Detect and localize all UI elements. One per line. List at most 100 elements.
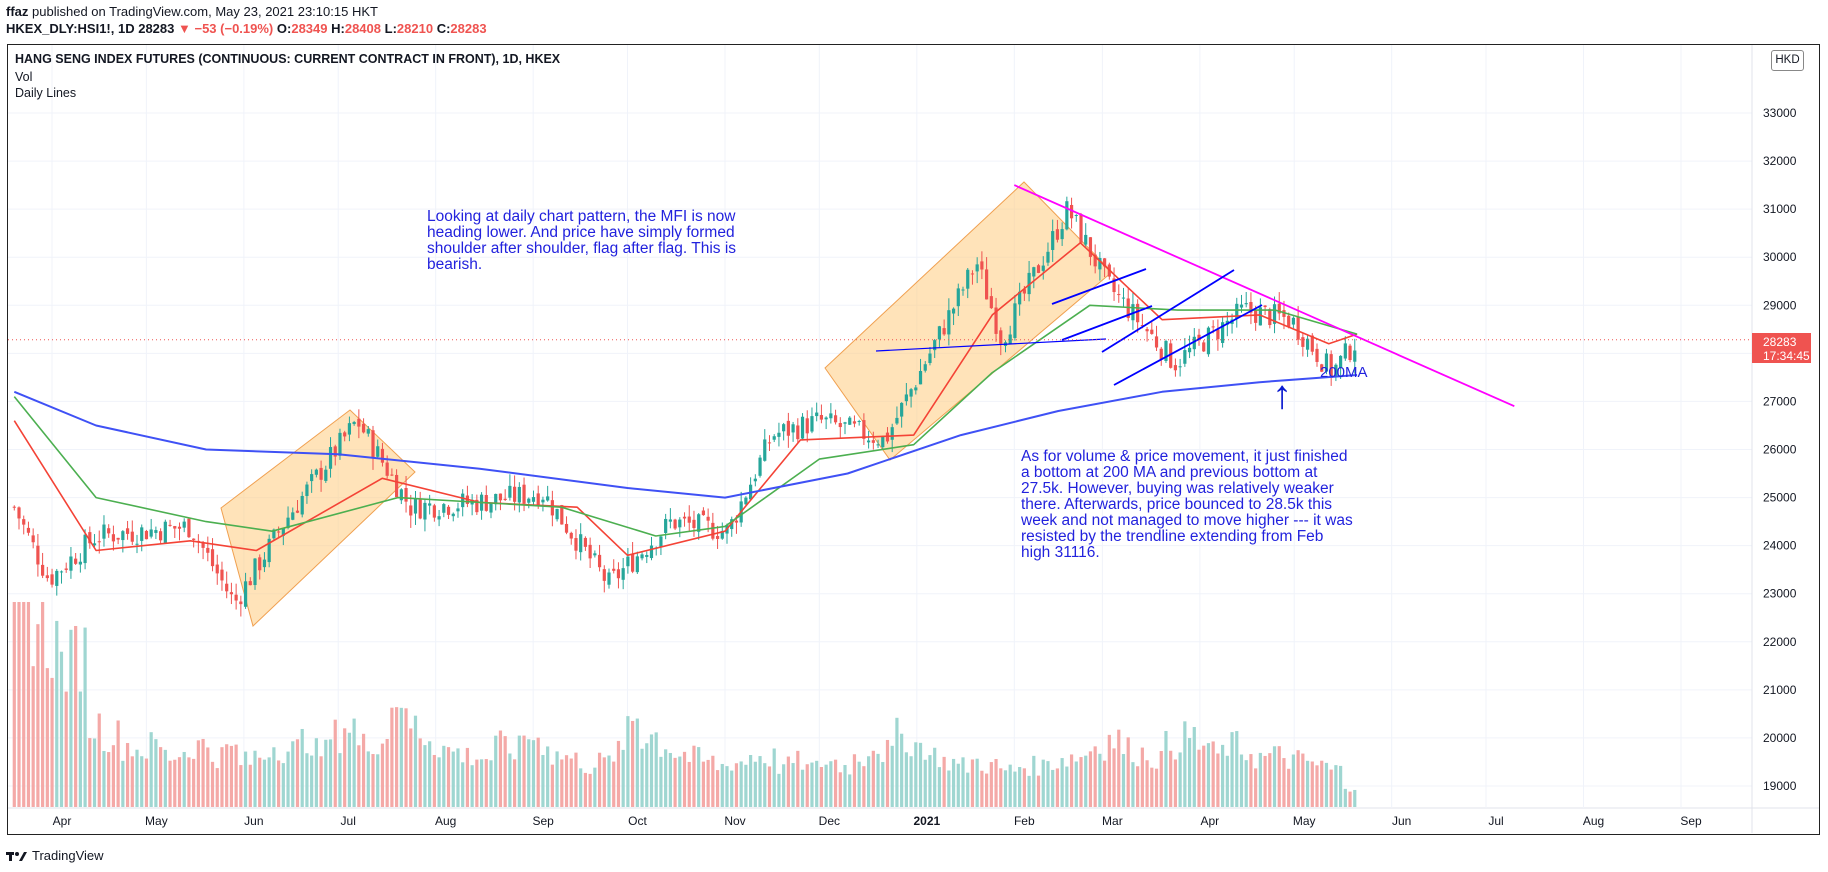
candle-body <box>1187 347 1192 353</box>
candle-body <box>848 417 852 425</box>
c-value: 28283 <box>450 21 487 36</box>
candle-body <box>69 556 73 571</box>
volume-bar <box>753 761 757 807</box>
volume-bar <box>187 757 191 807</box>
volume-bar <box>1291 754 1296 807</box>
candle-body <box>1022 289 1026 294</box>
candle-body <box>673 519 677 529</box>
candle-body <box>564 523 569 533</box>
volume-bar <box>635 718 639 807</box>
candle-body <box>1329 354 1333 378</box>
volume-bar <box>668 752 672 807</box>
candle-body <box>399 489 403 501</box>
candle-body <box>489 502 493 513</box>
candle-body <box>1154 336 1159 348</box>
volume-bar <box>428 741 432 807</box>
volume-bar <box>1183 721 1187 807</box>
candle-body <box>272 529 276 539</box>
volume-bar <box>154 739 158 807</box>
author[interactable]: ffaz <box>6 4 29 19</box>
volume-bar <box>1154 768 1159 807</box>
footer-brand[interactable]: TradingView <box>32 848 104 863</box>
candle-body <box>602 569 606 581</box>
candle-body <box>1088 237 1093 257</box>
y-tick-label: 30000 <box>1763 250 1797 264</box>
candle-body <box>1249 302 1253 313</box>
legend-vol[interactable]: Vol <box>15 70 33 84</box>
volume-bar <box>409 728 413 807</box>
candle-body <box>692 519 696 529</box>
annotation-daily-pattern: Looking at daily chart pattern, the MFI … <box>427 208 737 273</box>
candle-body <box>1178 366 1182 368</box>
volume-bar <box>649 734 654 807</box>
published-text: published on TradingView.com, May 23, 20… <box>32 4 378 19</box>
volume-bar <box>616 740 621 807</box>
volume-bar <box>527 739 531 807</box>
candle-body <box>475 499 479 513</box>
volume-bar <box>404 708 408 807</box>
candle-body <box>182 521 186 528</box>
candle-body <box>1150 329 1154 334</box>
candle-body <box>508 485 512 498</box>
volume-bar <box>1079 757 1083 807</box>
volume-bar <box>1324 762 1329 807</box>
candle-body <box>956 288 960 307</box>
volume-bar <box>531 740 536 807</box>
volume-bar <box>857 761 861 807</box>
volume-bar <box>12 602 16 807</box>
candle-body <box>234 594 238 601</box>
legend-daily-lines[interactable]: Daily Lines <box>15 86 77 100</box>
candle-body <box>706 516 710 521</box>
candle-body <box>121 531 125 541</box>
volume-bar <box>881 762 885 807</box>
currency-badge[interactable]: HKD <box>1771 50 1804 71</box>
h-value: 28408 <box>344 21 381 36</box>
price-tag-value: 28283 <box>1763 335 1797 349</box>
volume-bar <box>1268 753 1272 807</box>
x-tick-label: Sep <box>1680 814 1702 828</box>
candle-body <box>857 421 861 423</box>
x-tick-label: May <box>145 814 168 828</box>
volume-bar <box>966 772 970 807</box>
candle-body <box>937 326 942 340</box>
l-label: L: <box>384 21 397 36</box>
volume-bar <box>711 755 715 807</box>
ma-mid-line <box>13 304 1358 537</box>
volume-bar <box>631 720 635 807</box>
volume-bar <box>1084 755 1088 807</box>
volume-bar <box>50 677 54 807</box>
candle-body <box>239 601 243 605</box>
candle-body <box>1060 229 1064 240</box>
volume-bar <box>361 733 366 807</box>
candle-body <box>819 414 824 420</box>
candle-body <box>187 518 191 538</box>
candle-body <box>390 474 394 476</box>
volume-bar <box>1187 737 1192 807</box>
candle-body <box>513 486 517 502</box>
volume-bar <box>92 738 97 807</box>
candle-body <box>206 547 210 553</box>
candle-body <box>173 526 177 529</box>
volume-bar <box>1117 729 1121 807</box>
ma-200-line <box>13 374 1358 499</box>
volume-bar <box>621 749 625 807</box>
candle-body <box>758 457 762 476</box>
candle-body <box>890 427 894 440</box>
candle-body <box>711 522 715 539</box>
ma-fast-line <box>13 242 1358 557</box>
last-price: 28283 <box>138 21 175 36</box>
volume-bar <box>121 760 125 807</box>
candle-body <box>1235 303 1239 319</box>
volume-bar <box>314 738 318 807</box>
volume-bar <box>1277 746 1281 807</box>
volume-bar <box>890 745 894 807</box>
candle-body <box>1202 342 1206 352</box>
volume-bar <box>918 742 923 807</box>
label-200ma: 200MA <box>1320 364 1368 381</box>
candle-body <box>980 261 984 270</box>
volume-bar <box>418 738 422 807</box>
y-tick-label: 26000 <box>1763 443 1797 457</box>
candle-body <box>1310 335 1314 352</box>
volume-bar <box>36 624 40 807</box>
